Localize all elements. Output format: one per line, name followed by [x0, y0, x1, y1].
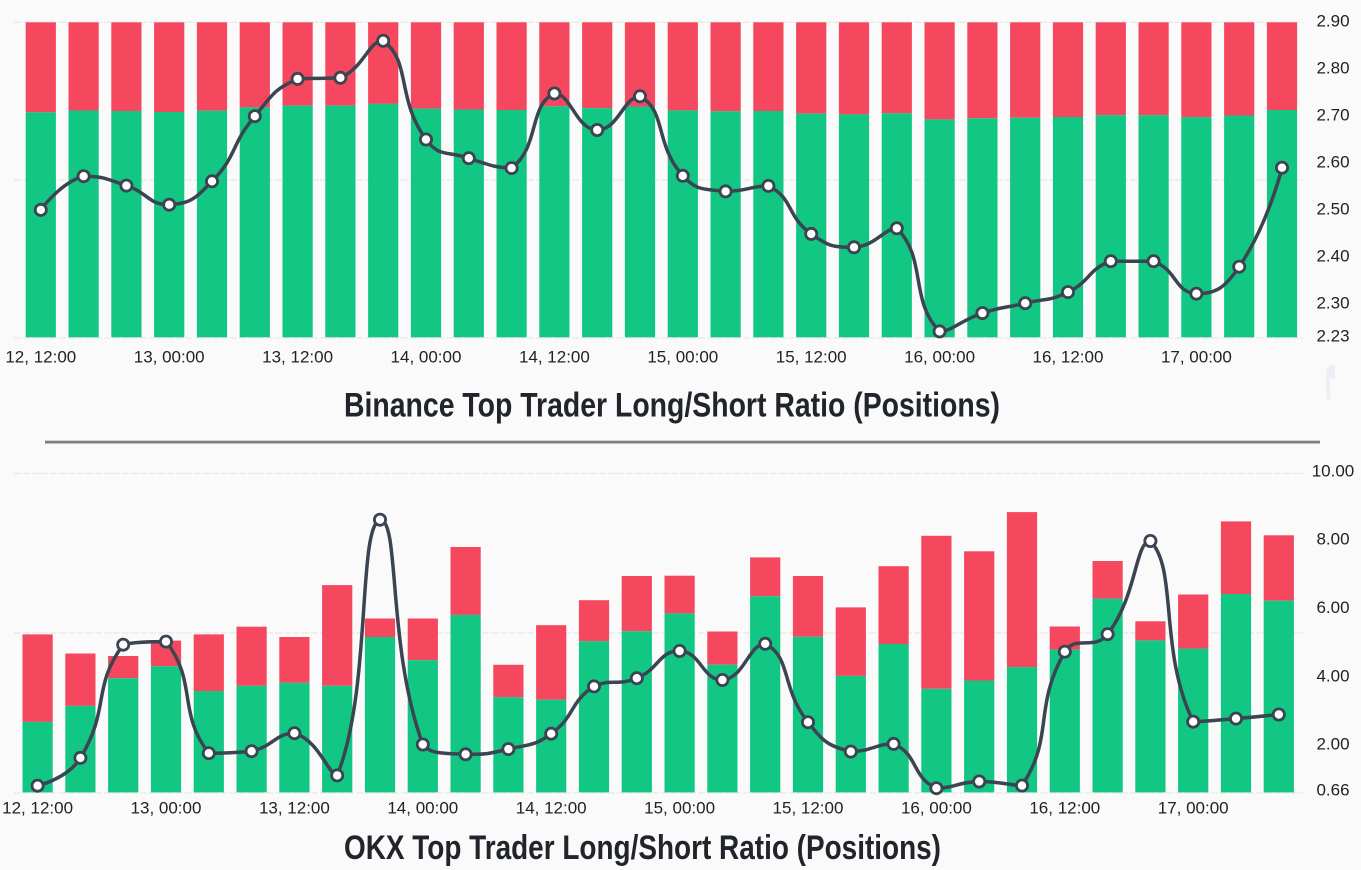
- svg-text:6.00: 6.00: [1316, 598, 1349, 617]
- svg-text:12, 12:00: 12, 12:00: [2, 799, 73, 818]
- svg-text:15, 00:00: 15, 00:00: [644, 799, 715, 818]
- svg-text:2.90: 2.90: [1316, 11, 1349, 30]
- svg-text:14, 12:00: 14, 12:00: [516, 799, 587, 818]
- svg-text:4.00: 4.00: [1316, 666, 1349, 685]
- svg-text:13, 00:00: 13, 00:00: [131, 799, 202, 818]
- svg-text:2.50: 2.50: [1316, 199, 1349, 218]
- svg-text:8.00: 8.00: [1316, 530, 1349, 549]
- svg-text:15, 12:00: 15, 12:00: [776, 348, 847, 367]
- svg-text:16, 12:00: 16, 12:00: [1029, 799, 1100, 818]
- svg-text:13, 00:00: 13, 00:00: [134, 348, 205, 367]
- svg-text:2.23: 2.23: [1316, 326, 1349, 345]
- svg-text:2.00: 2.00: [1316, 735, 1349, 754]
- svg-text:2.60: 2.60: [1316, 152, 1349, 171]
- svg-text:2.70: 2.70: [1316, 105, 1349, 124]
- svg-text:15, 00:00: 15, 00:00: [647, 348, 718, 367]
- svg-text:10.00: 10.00: [1312, 461, 1355, 480]
- svg-text:16, 12:00: 16, 12:00: [1033, 348, 1104, 367]
- svg-text:2.30: 2.30: [1316, 293, 1349, 312]
- svg-text:12, 12:00: 12, 12:00: [5, 348, 76, 367]
- svg-text:2.40: 2.40: [1316, 246, 1349, 265]
- svg-text:15, 12:00: 15, 12:00: [773, 799, 844, 818]
- svg-text:2.80: 2.80: [1316, 58, 1349, 77]
- svg-text:17, 00:00: 17, 00:00: [1158, 799, 1229, 818]
- svg-text:Binance Top Trader Long/Short: Binance Top Trader Long/Short Ratio (Pos…: [344, 387, 1000, 425]
- svg-text:13, 12:00: 13, 12:00: [259, 799, 330, 818]
- svg-text:16, 00:00: 16, 00:00: [901, 799, 972, 818]
- svg-text:13, 12:00: 13, 12:00: [262, 348, 333, 367]
- svg-text:17, 00:00: 17, 00:00: [1161, 348, 1232, 367]
- svg-text:16, 00:00: 16, 00:00: [904, 348, 975, 367]
- svg-text:14, 12:00: 14, 12:00: [519, 348, 590, 367]
- svg-text:14, 00:00: 14, 00:00: [387, 799, 458, 818]
- svg-text:OKX Top Trader Long/Short Rati: OKX Top Trader Long/Short Ratio (Positio…: [344, 829, 941, 867]
- svg-text:14, 00:00: 14, 00:00: [391, 348, 462, 367]
- svg-text:0.66: 0.66: [1316, 780, 1349, 799]
